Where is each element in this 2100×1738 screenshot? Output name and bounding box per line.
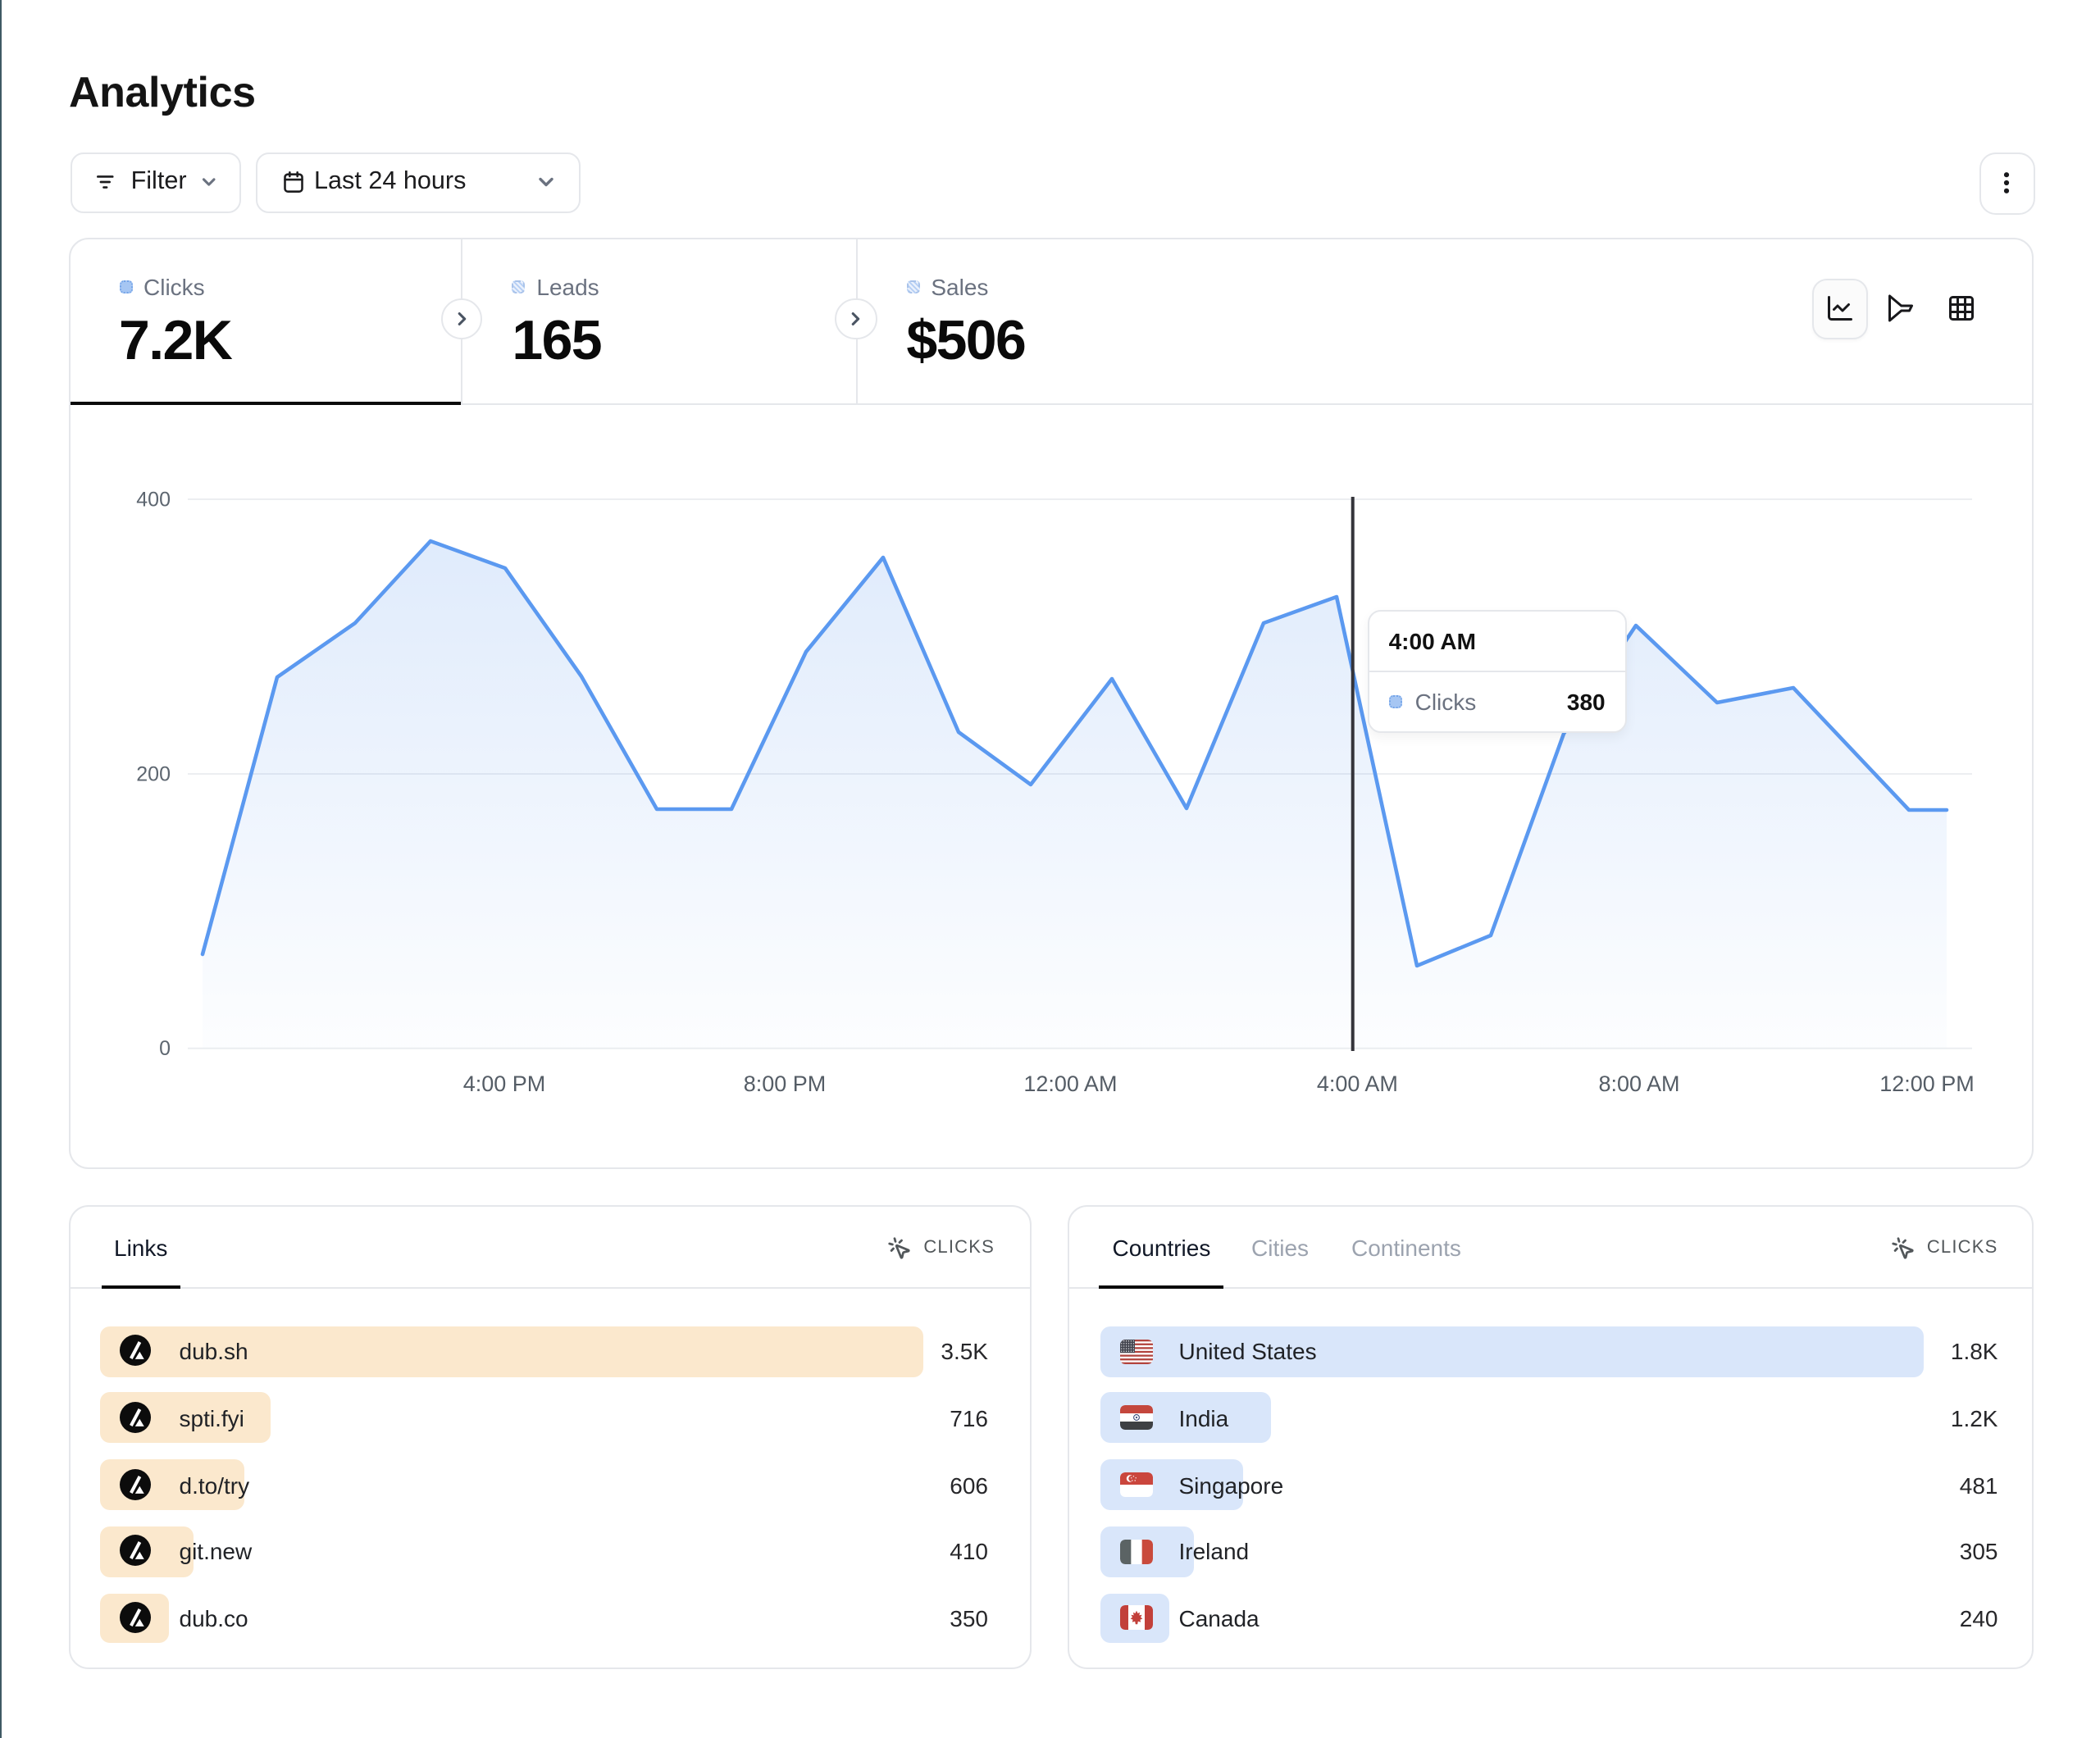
svg-text:12:00 PM: 12:00 PM (1879, 1071, 1974, 1096)
svg-text:0: 0 (158, 1037, 170, 1060)
svg-text:8:00 AM: 8:00 AM (1597, 1071, 1679, 1096)
svg-text:8:00 PM: 8:00 PM (743, 1071, 826, 1096)
svg-text:200: 200 (135, 762, 170, 785)
svg-text:12:00 AM: 12:00 AM (1023, 1071, 1116, 1096)
svg-text:400: 400 (135, 488, 170, 511)
svg-text:4:00 PM: 4:00 PM (462, 1071, 545, 1096)
svg-text:4:00 AM: 4:00 AM (1316, 1071, 1397, 1096)
